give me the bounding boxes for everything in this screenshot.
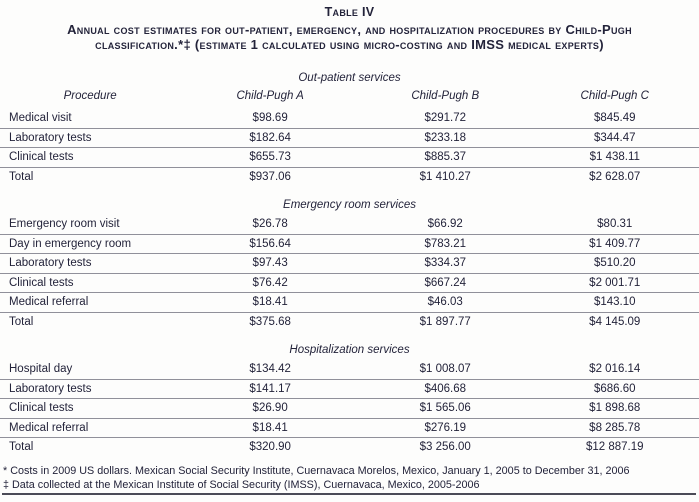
table-row: Clinical tests $655.73 $885.37 $1 438.11 <box>0 147 699 168</box>
value-cell-b: $276.19 <box>359 418 531 438</box>
procedure-cell: Laboratory tests <box>0 379 181 399</box>
value-cell-b: $233.18 <box>359 128 531 148</box>
table-title-line-1: Annual cost estimates for out-patient, e… <box>67 22 632 37</box>
section-header-label: Out-patient services <box>298 72 401 84</box>
section-header-outpatient: Out-patient services <box>0 70 699 88</box>
value-cell-b: $1 897.77 <box>419 315 471 328</box>
value-cell-b: $667.24 <box>359 273 531 293</box>
value-cell-c: $845.49 <box>530 109 699 129</box>
procedure-cell: Total <box>9 170 34 183</box>
table-row: Day in emergency room $156.64 $783.21 $1… <box>0 234 699 254</box>
value-cell-c: $8 285.78 <box>530 418 699 438</box>
procedure-cell: Clinical tests <box>0 147 181 168</box>
section-header-emergency: Emergency room services <box>0 186 699 215</box>
procedure-cell: Total <box>9 315 34 328</box>
cost-table: Out-patient services Procedure Child-Pug… <box>0 70 699 457</box>
value-cell-a: $98.69 <box>180 109 360 129</box>
value-cell-c: $1 898.68 <box>530 398 699 419</box>
procedure-cell: Laboratory tests <box>0 128 181 148</box>
value-cell-b: $291.72 <box>359 109 531 129</box>
value-cell-b: $1 410.27 <box>419 170 471 183</box>
procedure-cell: Medical referral <box>0 292 181 313</box>
footnotes-block: * Costs in 2009 US dollars. Mexican Soci… <box>0 464 699 493</box>
value-cell-a: $76.42 <box>180 273 360 293</box>
procedure-cell: Medical referral <box>0 418 181 438</box>
section-header-label: Hospitalization services <box>289 344 410 356</box>
table-row: Laboratory tests $182.64 $233.18 $344.47 <box>0 128 699 148</box>
table-number: Table IV <box>324 5 375 19</box>
value-cell-c: $1 409.77 <box>530 234 699 254</box>
table-row: Laboratory tests $141.17 $406.68 $686.60 <box>0 379 699 399</box>
table-row: Medical referral $18.41 $46.03 $143.10 <box>0 292 699 313</box>
value-cell-a: $18.41 <box>180 418 360 438</box>
value-cell-c: $4 145.09 <box>589 315 641 328</box>
value-cell-a: $937.06 <box>249 170 291 183</box>
column-header-procedure: Procedure <box>63 90 117 102</box>
total-row: Total $320.90 $3 256.00 $12 887.19 <box>0 438 699 457</box>
value-cell-b: $885.37 <box>359 147 531 168</box>
value-cell-c: $510.20 <box>530 253 699 274</box>
table-title-block: Table IV Annual cost estimates for out-p… <box>0 5 699 52</box>
table-row: Laboratory tests $97.43 $334.37 $510.20 <box>0 253 699 274</box>
section-header-hospitalization: Hospitalization services <box>0 331 699 360</box>
value-cell-a: $26.78 <box>180 215 360 235</box>
table-row: Medical visit $98.69 $291.72 $845.49 <box>0 109 699 129</box>
procedure-cell: Clinical tests <box>0 273 181 293</box>
total-row: Total $937.06 $1 410.27 $2 628.07 <box>0 167 699 186</box>
footnote-costs: * Costs in 2009 US dollars. Mexican Soci… <box>3 464 630 477</box>
value-cell-a: $18.41 <box>180 292 360 313</box>
value-cell-a: $134.42 <box>180 360 360 380</box>
table-row: Clinical tests $76.42 $667.24 $2 001.71 <box>0 273 699 293</box>
value-cell-a: $97.43 <box>180 253 360 274</box>
value-cell-a: $655.73 <box>180 147 360 168</box>
procedure-cell: Medical visit <box>0 109 181 129</box>
column-header-child-pugh-a: Child-Pugh A <box>236 90 304 102</box>
value-cell-c: $2 001.71 <box>530 273 699 293</box>
value-cell-c: $344.47 <box>530 128 699 148</box>
value-cell-b: $66.92 <box>359 215 531 235</box>
value-cell-b: $46.03 <box>359 292 531 313</box>
procedure-cell: Clinical tests <box>0 398 181 419</box>
value-cell-a: $141.17 <box>180 379 360 399</box>
procedure-cell: Total <box>9 441 34 454</box>
value-cell-b: $334.37 <box>359 253 531 274</box>
table-row: Clinical tests $26.90 $1 565.06 $1 898.6… <box>0 398 699 419</box>
procedure-cell: Day in emergency room <box>0 234 181 254</box>
footnote-data-collection: ‡ Data collected at the Mexican Institut… <box>3 479 480 491</box>
column-header-child-pugh-c: Child-Pugh C <box>580 90 649 102</box>
value-cell-b: $1 008.07 <box>359 360 531 380</box>
value-cell-c: $2 016.14 <box>530 360 699 380</box>
value-cell-c: $143.10 <box>530 292 699 313</box>
column-header-row: Procedure Child-Pugh A Child-Pugh B Chil… <box>0 88 699 109</box>
value-cell-b: $406.68 <box>359 379 531 399</box>
table-row: Medical referral $18.41 $276.19 $8 285.7… <box>0 418 699 438</box>
value-cell-c: $12 887.19 <box>585 441 644 454</box>
column-header-child-pugh-b: Child-Pugh B <box>411 90 480 102</box>
procedure-cell: Laboratory tests <box>0 253 181 274</box>
table-row: Emergency room visit $26.78 $66.92 $80.3… <box>0 215 699 235</box>
value-cell-b: $3 256.00 <box>419 441 471 454</box>
procedure-cell: Hospital day <box>0 360 181 380</box>
value-cell-c: $2 628.07 <box>589 170 641 183</box>
value-cell-b: $1 565.06 <box>359 398 531 419</box>
total-row: Total $375.68 $1 897.77 $4 145.09 <box>0 312 699 331</box>
procedure-cell: Emergency room visit <box>0 215 181 235</box>
value-cell-c: $686.60 <box>530 379 699 399</box>
table-row: Hospital day $134.42 $1 008.07 $2 016.14 <box>0 360 699 380</box>
table-title-line-2: classification.*‡ (estimate 1 calculated… <box>95 37 604 52</box>
value-cell-a: $320.90 <box>249 441 291 454</box>
value-cell-c: $80.31 <box>530 215 699 235</box>
value-cell-a: $156.64 <box>180 234 360 254</box>
section-header-label: Emergency room services <box>283 199 416 211</box>
bottom-rule <box>2 493 696 495</box>
value-cell-b: $783.21 <box>359 234 531 254</box>
value-cell-a: $182.64 <box>180 128 360 148</box>
value-cell-c: $1 438.11 <box>530 147 699 168</box>
value-cell-a: $375.68 <box>249 315 291 328</box>
value-cell-a: $26.90 <box>180 398 360 419</box>
